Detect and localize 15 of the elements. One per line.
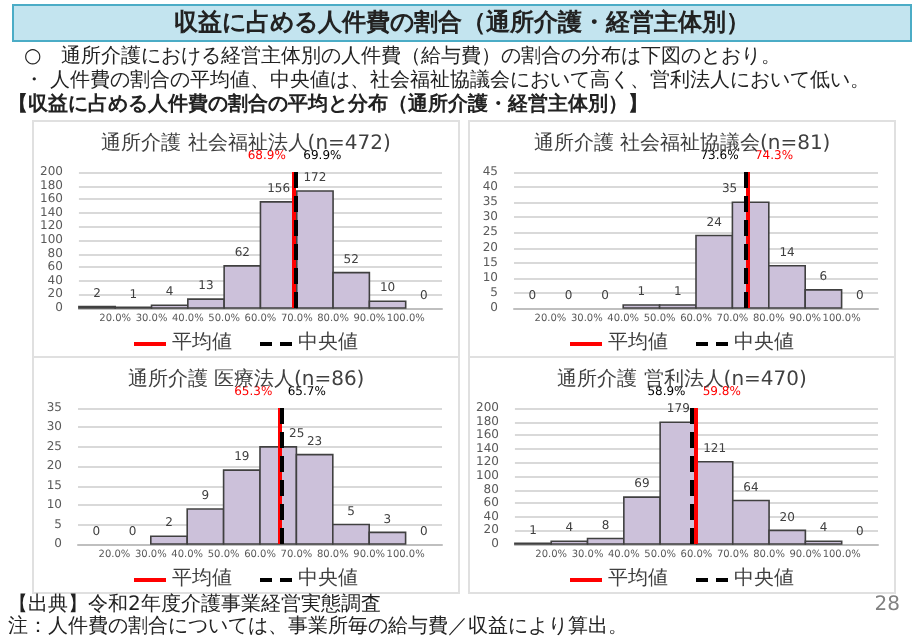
text: 収益に占める人件費の割合（通所介護・経営主体別） (12, 4, 912, 42)
text: ・ 人件費の割合の平均値、中央値は、社会福祉協議会において高く、営利法人において低い。 (24, 70, 871, 92)
text: 平均値 (608, 568, 668, 590)
text: 平均値 (172, 568, 232, 590)
text: 中央値 (734, 332, 794, 354)
text: 注：人件費の割合については、事業所毎の給与費／収益により算出。 (8, 616, 628, 638)
text: 【収益に占める人件費の割合の平均と分布（通所介護・経営主体別）】 (8, 94, 648, 118)
text: ○ 通所介護における経営主体別の人件費（給与費）の割合の分布は下図のとおり。 (24, 46, 782, 69)
text: 【出典】令和2年度介護事業経営実態調査 (8, 594, 381, 616)
text: 平均値 (608, 332, 668, 354)
text: 平均値 (172, 332, 232, 354)
text: 中央値 (298, 568, 358, 590)
text: 中央値 (734, 568, 794, 590)
text: 中央値 (298, 332, 358, 354)
text: 28 (874, 594, 900, 616)
